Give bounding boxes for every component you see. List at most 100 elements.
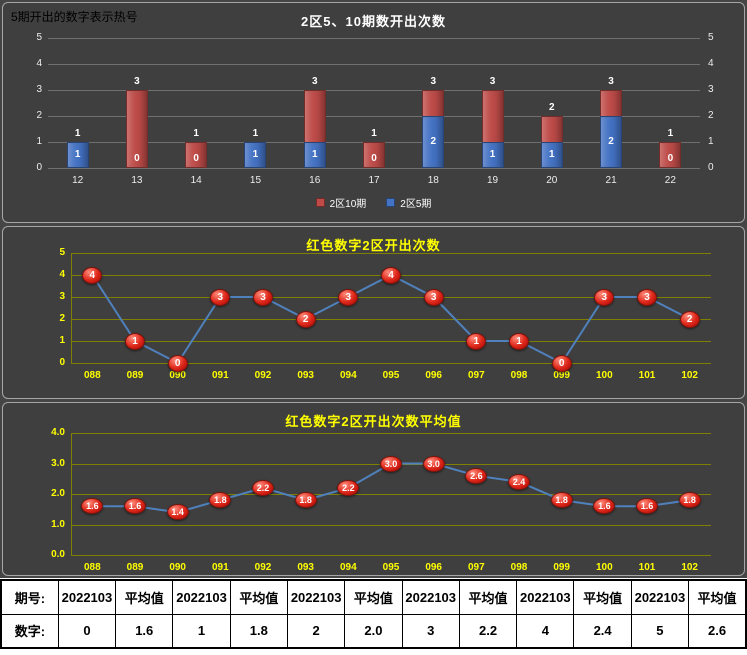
y-axis-label: 0.0 [51,549,65,560]
gridline [71,319,711,320]
data-point-marker: 1.6 [81,498,104,515]
x-axis-label: 099 [553,562,570,573]
x-axis-label: 095 [382,562,400,573]
gridline [71,253,711,254]
x-axis-label: 095 [382,370,400,381]
bar-2qu10 [125,90,148,168]
gridline [71,433,711,434]
data-point-marker: 2 [295,310,316,328]
red-series-value: 1 [371,128,377,139]
x-axis-label: 091 [211,562,229,573]
y-axis-line [71,253,72,363]
x-axis-label: 094 [339,370,357,381]
data-point-marker: 2.6 [465,467,488,484]
red-series-value: 1 [667,128,674,139]
red-series-value: 3 [134,76,140,87]
blue-series-value: 0 [193,153,199,164]
line-series [92,462,690,514]
data-point-marker: 4 [82,266,103,284]
y-axis-label-right: 3 [708,84,714,95]
summary-table-body: 期号: 2022103 平均值 2022103 平均值 2022103 平均值 2022103… [0,579,747,649]
red-count-chart-title: 红色数字2区开出次数 [306,238,441,253]
data-point-marker: 0 [167,354,188,372]
data-cell: 2.0 [344,613,403,649]
bar-chart-legend: 2区10期 2区5期 [3,195,744,210]
row-header-cell: 期号: [0,579,59,615]
red-count-chart-plot: 0 1 2 3 4 5 088 4 089 1 090 0 091 3 092 3 093 2 094 3 095 4 09… [3,227,744,398]
blue-series-value: 1 [252,149,259,160]
y-axis-label: 3 [59,291,65,302]
data-point-marker: 3 [338,288,359,306]
red-series-value: 3 [489,76,496,87]
data-cell: 2022103 [630,579,690,615]
data-point-marker: 2 [679,310,700,328]
bar-2qu10 [659,142,682,168]
data-point-marker: 2.2 [337,479,360,496]
data-point-marker: 1.8 [294,492,317,509]
x-axis-label: 094 [339,562,357,573]
red-series-value: 3 [608,76,614,87]
blue-series-value: 1 [549,149,555,160]
y-axis-label-right: 0 [708,162,714,173]
blue-series-value: 2 [430,136,437,147]
blue-series-value: 0 [134,153,140,164]
data-cell: 1 [172,613,231,649]
legend-label-2qu10: 2区10期 [329,199,367,210]
data-cell: 1.6 [115,613,174,649]
gridline [71,341,711,342]
y-axis-label-left: 4 [36,58,42,69]
data-point-marker: 3.0 [380,455,402,472]
data-cell: 2.4 [573,613,632,649]
x-axis-label: 12 [72,175,84,186]
y-axis-label: 3.0 [51,457,65,469]
x-axis-label: 088 [83,562,101,573]
x-axis-label: 090 [169,370,186,381]
red-series-value: 1 [193,128,199,139]
data-cell: 平均值 [458,579,518,615]
x-axis-label: 102 [681,370,698,381]
y-axis-label: 4.0 [51,427,65,438]
data-point-marker: 4 [381,266,401,284]
data-cell: 2022103 [401,579,460,615]
x-axis-label: 096 [425,370,442,381]
y-axis-label-left: 2 [36,110,42,121]
red-series-value: 2 [549,102,555,113]
data-cell: 2.2 [458,613,518,649]
gridline [71,524,711,526]
bar-2qu10 [185,142,208,168]
x-axis-label: 089 [126,562,144,573]
bar-2qu5 [244,142,267,168]
blue-series-value: 1 [311,149,318,160]
y-axis-label: 4 [59,269,65,280]
bar-chart-title: 2区5、10期数开出次数 [301,14,446,29]
x-axis-label: 13 [131,175,143,186]
x-axis-label: 098 [510,370,528,381]
y-axis-label-left: 5 [36,32,42,43]
x-axis-label: 101 [638,370,656,381]
gridline [48,116,700,117]
x-axis-label: 102 [681,562,698,573]
x-axis-label: 14 [190,175,202,186]
data-point-marker: 3 [594,288,615,306]
y-axis-label: 2 [59,313,65,324]
x-axis-label: 100 [595,562,613,573]
blue-series-value: 2 [608,136,614,147]
x-axis-label: 091 [211,370,229,381]
legend-swatch-blue-icon [386,198,396,207]
data-cell: 平均值 [115,579,174,615]
x-axis-label: 101 [638,562,656,573]
x-axis-label: 092 [254,370,272,381]
data-cell: 5 [630,613,690,649]
x-axis-label: 093 [297,370,314,381]
data-cell: 平均值 [344,579,403,615]
data-point-marker: 3 [253,288,273,306]
data-point-marker: 2.2 [252,479,274,496]
data-cell: 平均值 [229,579,288,615]
table-row-period: 期号: 2022103 平均值 2022103 平均值 2022103 平均值 2022103… [0,579,747,615]
x-axis-label: 18 [427,175,439,186]
red-series-value: 1 [252,128,259,139]
data-cell: 2 [286,613,346,649]
red-series-value: 1 [74,128,81,139]
red-series-value: 3 [430,76,437,87]
gridline [48,64,700,65]
